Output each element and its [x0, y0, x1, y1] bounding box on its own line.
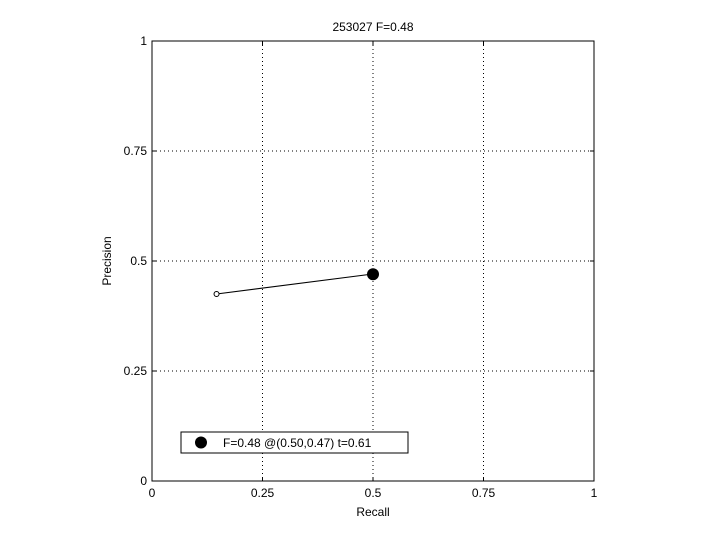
y-axis-label: Precision — [100, 236, 114, 285]
y-tick-label: 1 — [140, 34, 147, 48]
legend-box — [180, 431, 409, 454]
x-tick-label: 0 — [149, 486, 156, 500]
x-tick-label: 0.5 — [365, 486, 382, 500]
legend-marker — [195, 436, 207, 449]
chart-title: 253027 F=0.48 — [332, 20, 413, 34]
pr-curve-start-marker — [213, 291, 220, 297]
y-tick-label: 0.5 — [130, 254, 147, 268]
pr-curve-line — [216, 273, 371, 295]
y-tick-label: 0.75 — [124, 144, 148, 158]
legend-entry: F=0.48 @(0.50,0.47) t=0.61 — [223, 436, 372, 450]
best-f-point — [367, 268, 379, 281]
grid — [152, 41, 594, 481]
axis-ticks: 0 0.25 0.5 0.75 1 0 0.25 0.5 0.75 1 — [124, 34, 598, 500]
y-tick-label: 0.25 — [124, 364, 148, 378]
series — [213, 268, 379, 297]
y-tick-label: 0 — [140, 474, 147, 488]
x-tick-label: 1 — [591, 486, 598, 500]
x-axis-label: Recall — [356, 505, 389, 519]
legend: F=0.48 @(0.50,0.47) t=0.61 — [180, 431, 409, 454]
x-tick-label: 0.25 — [251, 486, 275, 500]
x-tick-label: 0.75 — [472, 486, 496, 500]
